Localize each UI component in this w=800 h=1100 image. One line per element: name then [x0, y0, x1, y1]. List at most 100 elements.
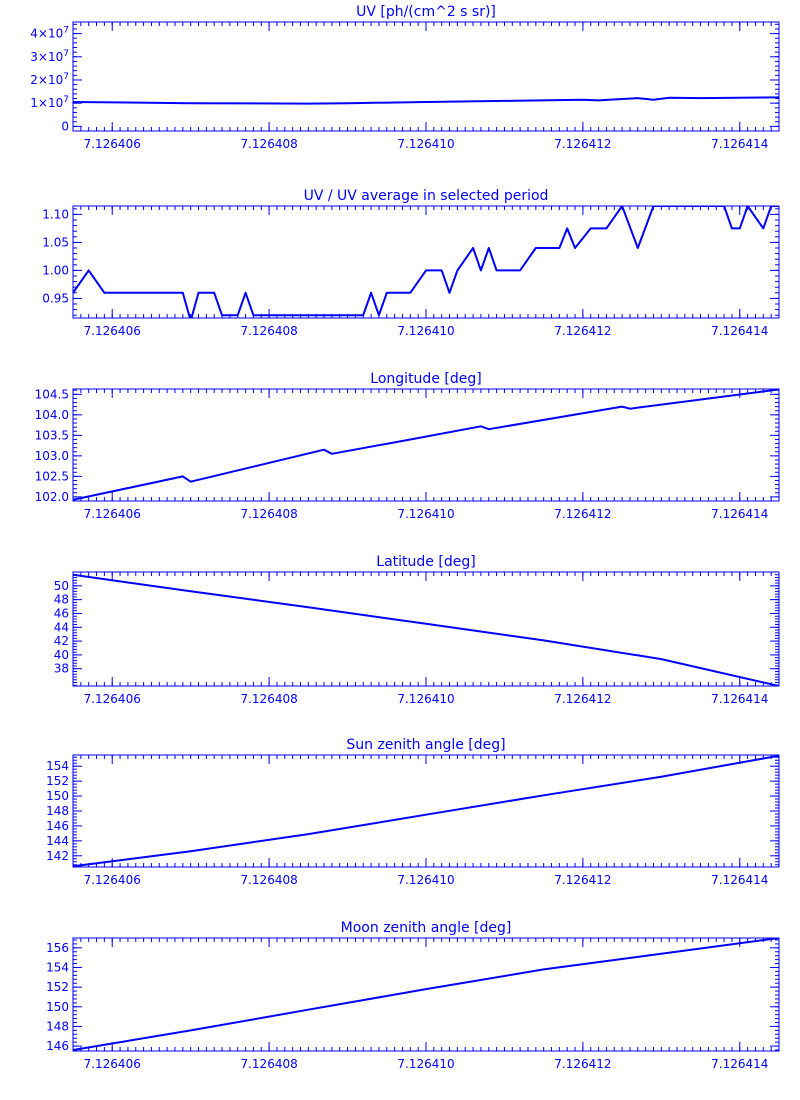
y-tick-label: 156 [46, 941, 69, 955]
series-line [73, 573, 779, 686]
y-tick-label: 148 [46, 1019, 69, 1033]
y-tick-label-exponent: 7 [63, 72, 69, 82]
y-tick-label: 1.10 [42, 207, 69, 221]
y-tick-label-base: 102.5 [35, 469, 69, 483]
y-tick-label-base: 1.10 [42, 207, 69, 221]
x-tick-label: 7.126406 [84, 692, 141, 706]
x-tick-label: 7.126410 [397, 137, 454, 151]
y-tick-label: 150 [46, 789, 69, 803]
x-tick-label: 7.126410 [397, 507, 454, 521]
chart-title: Moon zenith angle [deg] [341, 920, 512, 936]
y-tick-label-base: 0.95 [42, 291, 69, 305]
x-tick-label: 7.126414 [711, 692, 768, 706]
x-tick-label: 7.126408 [240, 137, 297, 151]
x-tick-label: 7.126408 [240, 324, 297, 338]
y-tick-label-base: 146 [46, 819, 69, 833]
y-tick-label-exponent: 7 [63, 49, 69, 59]
chart-panel-4: Latitude [deg] 7.126406 7.126408 7.126410 7.… [54, 554, 780, 706]
y-tick-label-base: 142 [46, 849, 69, 863]
x-tick-label: 7.126412 [554, 507, 611, 521]
y-tick-label: 0.95 [42, 291, 69, 305]
x-tick-label: 7.126408 [240, 1057, 297, 1071]
x-tick-label: 7.126412 [554, 137, 611, 151]
y-tick-label: 142 [46, 849, 69, 863]
plot-frame [72, 21, 780, 132]
y-tick-label-base: 148 [46, 1019, 69, 1033]
plot-frame [72, 937, 780, 1052]
y-tick-label: 1.00 [42, 263, 69, 277]
y-tick-label-base: 42 [54, 634, 69, 648]
y-tick-label-base: 146 [46, 1039, 69, 1053]
plot-frame [72, 754, 780, 868]
chart-title: Sun zenith angle [deg] [346, 737, 505, 753]
y-tick-label: 154 [46, 759, 69, 773]
x-tick-label: 7.126414 [711, 507, 768, 521]
chart-title: UV [ph/(cm^2 s sr)] [356, 4, 496, 20]
y-tick-label: 144 [46, 834, 69, 848]
y-tick-label-base: 38 [54, 662, 69, 676]
y-tick-label-base: 50 [54, 579, 69, 593]
y-tick-label-base: 103.0 [35, 449, 69, 463]
y-tick-label: 50 [54, 579, 69, 593]
x-tick-label: 7.126410 [397, 324, 454, 338]
x-tick-label: 7.126406 [84, 137, 141, 151]
y-tick-label: 46 [54, 606, 69, 620]
x-tick-label: 7.126414 [711, 873, 768, 887]
x-tick-label: 7.126414 [711, 137, 768, 151]
x-tick-label: 7.126410 [397, 1057, 454, 1071]
y-tick-label-base: 150 [46, 789, 69, 803]
series-line [73, 96, 779, 105]
x-tick-label: 7.126406 [84, 1057, 141, 1071]
y-tick-label: 42 [54, 634, 69, 648]
y-tick-label: 40 [54, 648, 69, 662]
y-tick-label-base: 46 [54, 606, 69, 620]
series-line [73, 206, 779, 318]
y-tick-label-base: 104.5 [35, 387, 69, 401]
y-tick-label: 44 [54, 620, 69, 634]
y-tick-label: 104.5 [35, 387, 69, 401]
y-tick-label: 104.0 [35, 408, 69, 422]
x-tick-label: 7.126408 [240, 873, 297, 887]
y-tick-label-base: 154 [46, 759, 69, 773]
x-tick-label: 7.126406 [84, 873, 141, 887]
y-tick-label: 152 [46, 980, 69, 994]
y-tick-label-base: 2×10 [30, 73, 63, 87]
y-tick-label-base: 148 [46, 804, 69, 818]
plot-frame [72, 205, 780, 319]
y-tick-label: 102.0 [35, 490, 69, 504]
y-tick-label: 1.05 [42, 235, 69, 249]
y-tick-label: 1×107 [30, 95, 69, 110]
y-tick-label-base: 144 [46, 834, 69, 848]
x-tick-label: 7.126408 [240, 507, 297, 521]
chart-title: Latitude [deg] [376, 554, 475, 570]
y-tick-label: 48 [54, 593, 69, 607]
y-tick-label: 0 [61, 119, 69, 133]
y-tick-label-base: 102.0 [35, 490, 69, 504]
chart-panel-3: Longitude [deg] 7.126406 7.126408 7.126410 7… [35, 371, 780, 521]
x-tick-label: 7.126412 [554, 873, 611, 887]
y-tick-label: 152 [46, 774, 69, 788]
y-tick-label-base: 156 [46, 941, 69, 955]
chart-panel-6: Moon zenith angle [deg] 7.126406 7.126408 7… [46, 920, 780, 1071]
chart-title: Longitude [deg] [370, 371, 481, 387]
y-tick-label-base: 152 [46, 774, 69, 788]
y-tick-label-base: 3×10 [30, 50, 63, 64]
y-tick-label: 146 [46, 1039, 69, 1053]
y-tick-label-base: 40 [54, 648, 69, 662]
y-tick-label-base: 4×10 [30, 27, 63, 41]
x-tick-label: 7.126406 [84, 507, 141, 521]
y-tick-label: 38 [54, 662, 69, 676]
x-tick-label: 7.126410 [397, 873, 454, 887]
y-tick-label: 3×107 [30, 49, 69, 64]
series-line [73, 938, 779, 1051]
x-tick-label: 7.126412 [554, 692, 611, 706]
y-tick-label-base: 48 [54, 593, 69, 607]
x-tick-label: 7.126410 [397, 692, 454, 706]
x-tick-label: 7.126406 [84, 324, 141, 338]
y-tick-label-base: 44 [54, 620, 69, 634]
chart-panel-2: UV / UV average in selected period 7.1264… [42, 188, 780, 338]
y-tick-label-base: 150 [46, 1000, 69, 1014]
y-tick-label: 154 [46, 960, 69, 974]
y-tick-label-exponent: 7 [63, 95, 69, 105]
